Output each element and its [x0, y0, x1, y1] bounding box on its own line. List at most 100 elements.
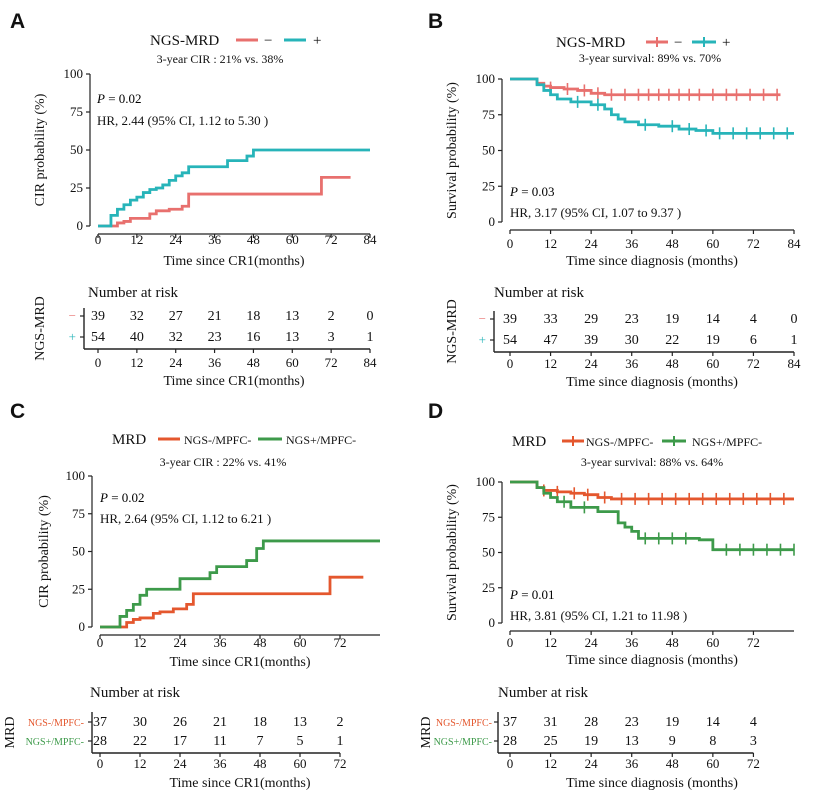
risk-count: 23 [208, 330, 222, 345]
hazard-ratio: HR, 2.44 (95% CI, 1.12 to 5.30 ) [97, 113, 268, 128]
y-tick-label: 100 [66, 468, 86, 483]
risk-x-axis-title: Time since diagnosis (months) [566, 375, 738, 390]
legend-entry-label: + [722, 35, 730, 51]
y-tick-label: 0 [489, 214, 496, 229]
risk-count: 16 [246, 330, 260, 345]
risk-x-tick-label: 72 [747, 756, 760, 771]
x-axis-title: Time since diagnosis (months) [566, 653, 738, 668]
risk-count: 21 [208, 309, 222, 324]
panel-label: D [428, 400, 443, 423]
risk-table-title: Number at risk [90, 685, 180, 701]
x-axis-title: Time since CR1(months) [169, 655, 310, 670]
risk-x-axis-title: Time since CR1(months) [169, 776, 310, 791]
risk-x-tick-label: 12 [544, 756, 557, 771]
x-tick-label: 24 [174, 635, 188, 650]
x-tick-label: 60 [706, 635, 719, 650]
risk-x-tick-label: 48 [666, 356, 679, 371]
risk-row-label: NGS+/MPFC- [434, 737, 492, 748]
p-value-number: = 0.01 [518, 587, 555, 602]
risk-count: 25 [544, 734, 558, 749]
y-tick-label: 100 [64, 66, 84, 81]
p-value-symbol: P [509, 184, 518, 199]
risk-count: 13 [285, 330, 299, 345]
legend-entry-label: NGS+/MPFC- [286, 433, 356, 447]
risk-x-tick-label: 60 [706, 756, 719, 771]
risk-count: 31 [544, 715, 558, 730]
risk-count: 13 [293, 715, 307, 730]
risk-count: 39 [91, 309, 105, 324]
chart-subtitle: 3-year survival: 89% vs. 70% [579, 51, 721, 65]
risk-x-tick-label: 24 [585, 356, 599, 371]
risk-row-label: NGS-/MPFC- [28, 718, 84, 729]
legend-entry-label: − [674, 35, 682, 51]
y-tick-label: 25 [70, 180, 83, 195]
risk-y-axis-title: MRD [419, 717, 434, 749]
risk-count: 39 [584, 333, 598, 348]
p-value-symbol: P [96, 91, 105, 106]
x-tick-label: 48 [247, 232, 260, 247]
risk-x-tick-label: 36 [208, 355, 222, 370]
x-tick-label: 48 [254, 635, 267, 650]
risk-count: 13 [625, 734, 639, 749]
p-value-symbol: P [509, 587, 518, 602]
risk-count: 18 [246, 309, 260, 324]
x-axis-title: Time since CR1(months) [163, 254, 304, 269]
panel-c: C MRD NGS-/MPFC- NGS+/MPFC- 3-year CIR : 22%… [3, 400, 380, 791]
legend-entry-label: NGS-/MPFC- [184, 433, 251, 447]
series-line-1 [98, 148, 370, 228]
risk-x-tick-label: 36 [625, 356, 639, 371]
chart-subtitle: 3-year survival: 88% vs. 64% [581, 455, 723, 469]
legend-title: MRD [512, 434, 546, 450]
x-tick-label: 72 [325, 232, 338, 247]
risk-count: 26 [173, 715, 187, 730]
p-value-number: = 0.02 [108, 490, 145, 505]
risk-count: 33 [544, 312, 558, 327]
risk-row-label: NGS-/MPFC- [436, 718, 492, 729]
panel-b: B NGS-MRD − +3-year survival: 89% vs. 70% 0 2… [428, 10, 801, 390]
risk-count: 0 [791, 312, 798, 327]
risk-count: 27 [169, 309, 183, 324]
risk-count: 14 [706, 312, 720, 327]
risk-count: 54 [503, 333, 517, 348]
x-tick-label: 60 [294, 635, 307, 650]
y-tick-label: 25 [482, 580, 495, 595]
risk-count: 14 [706, 715, 720, 730]
y-tick-label: 75 [70, 104, 83, 119]
legend-entry-label: NGS-/MPFC- [586, 435, 653, 449]
risk-row-label: NGS+/MPFC- [26, 737, 84, 748]
x-axis-title: Time since diagnosis (months) [566, 254, 738, 269]
risk-count: 32 [169, 330, 183, 345]
risk-count: 11 [213, 734, 226, 749]
series-line-0 [98, 175, 351, 228]
series-line-0 [100, 575, 364, 629]
y-tick-label: 50 [482, 143, 495, 158]
risk-x-tick-label: 48 [254, 756, 267, 771]
x-tick-label: 0 [507, 635, 514, 650]
p-value: P = 0.01 [509, 587, 555, 602]
risk-count: 28 [503, 734, 517, 749]
risk-x-tick-label: 84 [788, 356, 802, 371]
legend-title: NGS-MRD [556, 35, 625, 51]
x-tick-label: 12 [544, 635, 557, 650]
x-tick-label: 84 [364, 232, 378, 247]
risk-x-tick-label: 12 [134, 756, 147, 771]
series-line-1 [100, 539, 380, 629]
risk-count: 54 [91, 330, 105, 345]
x-tick-label: 48 [666, 236, 679, 251]
risk-row-label: − [69, 308, 76, 323]
risk-x-tick-label: 84 [364, 355, 378, 370]
risk-y-axis-title: MRD [3, 717, 18, 749]
legend-entry-label: − [264, 33, 272, 49]
risk-count: 28 [584, 715, 598, 730]
risk-x-tick-label: 72 [325, 355, 338, 370]
risk-count: 37 [93, 715, 107, 730]
x-tick-label: 12 [134, 635, 147, 650]
legend-entry-label: NGS+/MPFC- [692, 435, 762, 449]
risk-count: 19 [706, 333, 720, 348]
hazard-ratio: HR, 3.81 (95% CI, 1.21 to 11.98 ) [510, 608, 687, 623]
risk-x-axis-title: Time since diagnosis (months) [566, 776, 738, 791]
x-tick-label: 12 [544, 236, 557, 251]
risk-count: 32 [130, 309, 144, 324]
risk-count: 17 [173, 734, 187, 749]
chart-subtitle: 3-year CIR : 22% vs. 41% [160, 455, 287, 469]
